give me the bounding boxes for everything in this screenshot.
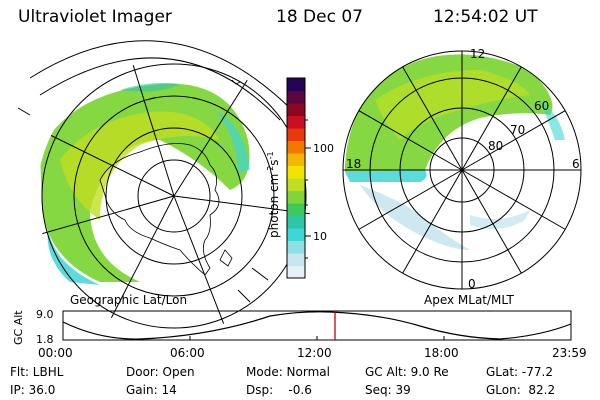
status-glat: GLat: -77.2 <box>486 365 553 379</box>
colorbar-unit-label: photon cm-2s-1 <box>266 151 281 238</box>
colorbar-cell <box>287 228 305 241</box>
status-gcalt: GC Alt: 9.0 Re <box>365 365 449 379</box>
xtick-1200: 12:00 <box>297 346 332 360</box>
xtick-0000: 00:00 <box>38 346 73 360</box>
magnetic-map: 12 0 18 6 60 70 80 Apex MLat/MLT <box>342 47 582 307</box>
status-seq: Seq: 39 <box>365 383 411 397</box>
app-title: Ultraviolet Imager <box>18 7 172 27</box>
mlat-80-label: 80 <box>488 139 503 153</box>
colorbar-tick-10: 10 <box>313 230 327 243</box>
status-ip: IP: 36.0 <box>10 383 56 397</box>
colorbar: 100 10 photon cm-2s-1 <box>266 77 334 279</box>
mag-map-label: Apex MLat/MLT <box>424 293 514 307</box>
mlt-6-label: 6 <box>572 157 580 171</box>
colorbar-cell <box>287 115 305 129</box>
alt-ytick-bottom: 1.8 <box>36 333 54 346</box>
time-label: 12:54:02 UT <box>433 7 538 27</box>
colorbar-cell <box>287 153 305 166</box>
geographic-map: Geographic Lat/Lon <box>17 40 311 333</box>
mlat-60-label: 60 <box>534 99 549 113</box>
date-label: 18 Dec 07 <box>276 7 363 27</box>
colorbar-cell <box>287 240 305 254</box>
mlat-70-label: 70 <box>510 123 525 137</box>
status-gain: Gain: 14 <box>126 383 177 397</box>
xtick-1800: 18:00 <box>424 346 459 360</box>
colorbar-cell <box>287 90 305 104</box>
antarctica-outline <box>99 143 220 276</box>
status-dsp: Dsp: -0.6 <box>246 383 312 397</box>
colorbar-cell <box>287 215 305 229</box>
colorbar-cell <box>287 203 305 216</box>
status-mode: Mode: Normal <box>246 365 330 379</box>
mlt-0-label: 0 <box>468 277 476 291</box>
colorbar-cell <box>287 265 305 279</box>
geo-map-label: Geographic Lat/Lon <box>70 293 187 307</box>
colorbar-cell <box>287 103 305 116</box>
xtick-0600: 06:00 <box>170 346 205 360</box>
aurora-emission-mag <box>345 54 553 172</box>
status-flt: Flt: LBHL <box>10 365 64 379</box>
colorbar-cell <box>287 190 305 204</box>
status-glon: GLon: 82.2 <box>486 383 556 397</box>
colorbar-cell <box>287 140 305 154</box>
colorbar-cell <box>287 78 305 91</box>
colorbar-tick-100: 100 <box>313 142 334 155</box>
altitude-curve <box>62 311 572 340</box>
altitude-plot: 9.0 1.8 GC Alt 00:00 06:00 12:00 18:00 2… <box>12 308 587 360</box>
mlt-12-label: 12 <box>470 47 485 61</box>
mlt-18-label: 18 <box>346 157 361 171</box>
status-door: Door: Open <box>126 365 195 379</box>
colorbar-cell <box>287 253 305 266</box>
colorbar-cell <box>287 128 305 141</box>
colorbar-cell <box>287 165 305 179</box>
alt-ytick-top: 9.0 <box>36 308 54 321</box>
xtick-2359: 23:59 <box>552 346 587 360</box>
colorbar-cell <box>287 178 305 191</box>
alt-ylabel: GC Alt <box>12 310 25 345</box>
